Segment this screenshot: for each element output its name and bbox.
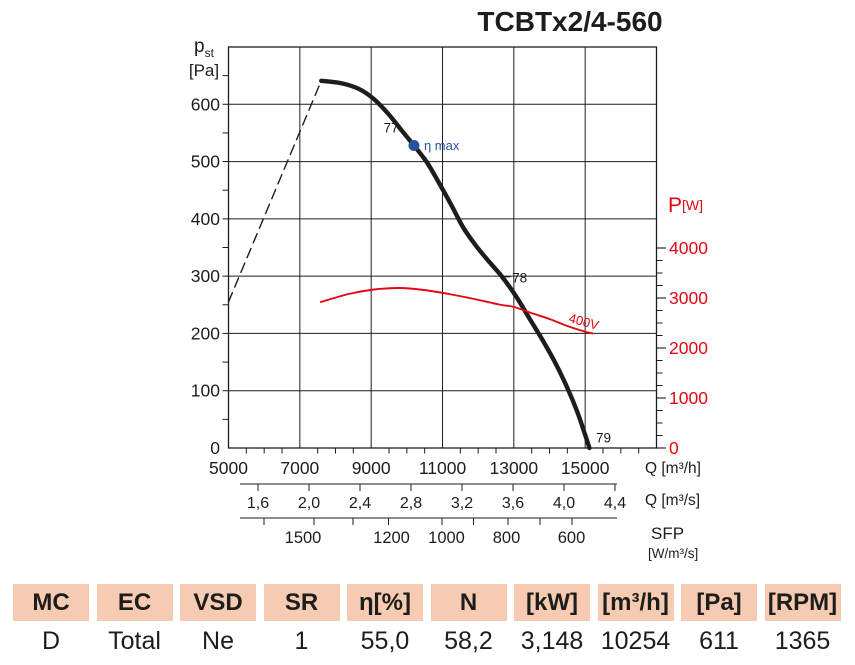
svg-text:1,6: 1,6	[247, 495, 269, 512]
pressure-symbol: pst	[194, 36, 214, 60]
svg-text:500: 500	[191, 152, 220, 172]
sfp-axis-label: SFP	[651, 524, 685, 543]
table-header-cell: [kW]	[514, 584, 590, 621]
svg-text:4,0: 4,0	[553, 495, 575, 512]
svg-text:1000: 1000	[428, 529, 465, 547]
table-value-cell: Ne	[202, 627, 234, 655]
page-title: TCBTx2/4-560	[477, 6, 663, 37]
svg-text:79: 79	[596, 431, 611, 446]
table-value-cell: Total	[108, 627, 161, 655]
svg-text:600: 600	[558, 529, 586, 547]
table-value-cell: 611	[699, 627, 739, 655]
svg-text:1200: 1200	[373, 529, 410, 547]
table-header-cell: N	[430, 584, 507, 621]
svg-text:9000: 9000	[352, 458, 391, 478]
svg-text:11000: 11000	[419, 458, 467, 478]
svg-text:400: 400	[191, 209, 220, 229]
svg-text:77: 77	[383, 121, 398, 136]
table-value-cell: 1365	[774, 627, 831, 655]
svg-text:2,4: 2,4	[349, 495, 371, 512]
svg-text:3,2: 3,2	[451, 495, 473, 512]
table-header-cell: MC	[13, 584, 89, 621]
svg-text:4000: 4000	[669, 238, 708, 258]
svg-text:13000: 13000	[489, 458, 538, 478]
flow-m3h-axis-unit: Q [m³/h]	[645, 460, 701, 477]
table-value-cell: 55,0	[360, 627, 410, 655]
table-header-cell: [RPM]	[764, 584, 841, 621]
svg-text:η max: η max	[424, 138, 460, 153]
svg-text:2,8: 2,8	[400, 495, 422, 512]
pressure-unit: [Pa]	[188, 60, 220, 80]
performance-chart: 0 100 200 300 400 500 600 5000 7000 9000 11000 1300…	[191, 46, 708, 547]
table-header-cell: EC	[96, 584, 173, 621]
svg-text:5000: 5000	[209, 458, 248, 478]
svg-text:0: 0	[669, 438, 679, 458]
svg-text:2,0: 2,0	[298, 495, 320, 512]
svg-text:400V: 400V	[567, 310, 601, 332]
flow-m3s-axis-unit: Q [m³/s]	[645, 492, 701, 509]
table-header-cell: [Pa]	[681, 584, 757, 621]
table-header-cell: VSD	[180, 584, 256, 621]
sfp-axis-unit: [W/m³/s]	[648, 546, 699, 561]
svg-text:7000: 7000	[280, 458, 319, 478]
svg-text:3,6: 3,6	[502, 495, 524, 512]
table-header-cell: [m³/h]	[597, 584, 674, 621]
svg-text:0: 0	[210, 438, 220, 458]
svg-text:100: 100	[191, 381, 220, 401]
table-value-cell: 3,148	[520, 627, 584, 655]
svg-text:200: 200	[191, 323, 220, 343]
svg-text:78: 78	[512, 271, 527, 286]
svg-text:3000: 3000	[669, 288, 708, 308]
svg-text:15000: 15000	[561, 458, 610, 478]
table-value-cell: 58,2	[444, 627, 493, 655]
svg-text:4,4: 4,4	[604, 495, 626, 512]
right-axis-title: P[W]	[668, 194, 704, 217]
svg-text:800: 800	[493, 529, 521, 547]
table-header-cell: η[%]	[347, 584, 423, 621]
left-axis-title: pst [Pa]	[186, 36, 222, 81]
svg-text:1500: 1500	[285, 529, 322, 547]
svg-text:2000: 2000	[669, 338, 708, 358]
table-value-cell: 10254	[600, 627, 671, 655]
table-value-cell: 1	[294, 627, 309, 655]
table-value-cell: D	[41, 627, 61, 655]
svg-text:300: 300	[191, 266, 220, 286]
table-header-cell: SR	[263, 584, 340, 621]
svg-text:1000: 1000	[669, 388, 708, 408]
svg-text:600: 600	[191, 94, 220, 114]
